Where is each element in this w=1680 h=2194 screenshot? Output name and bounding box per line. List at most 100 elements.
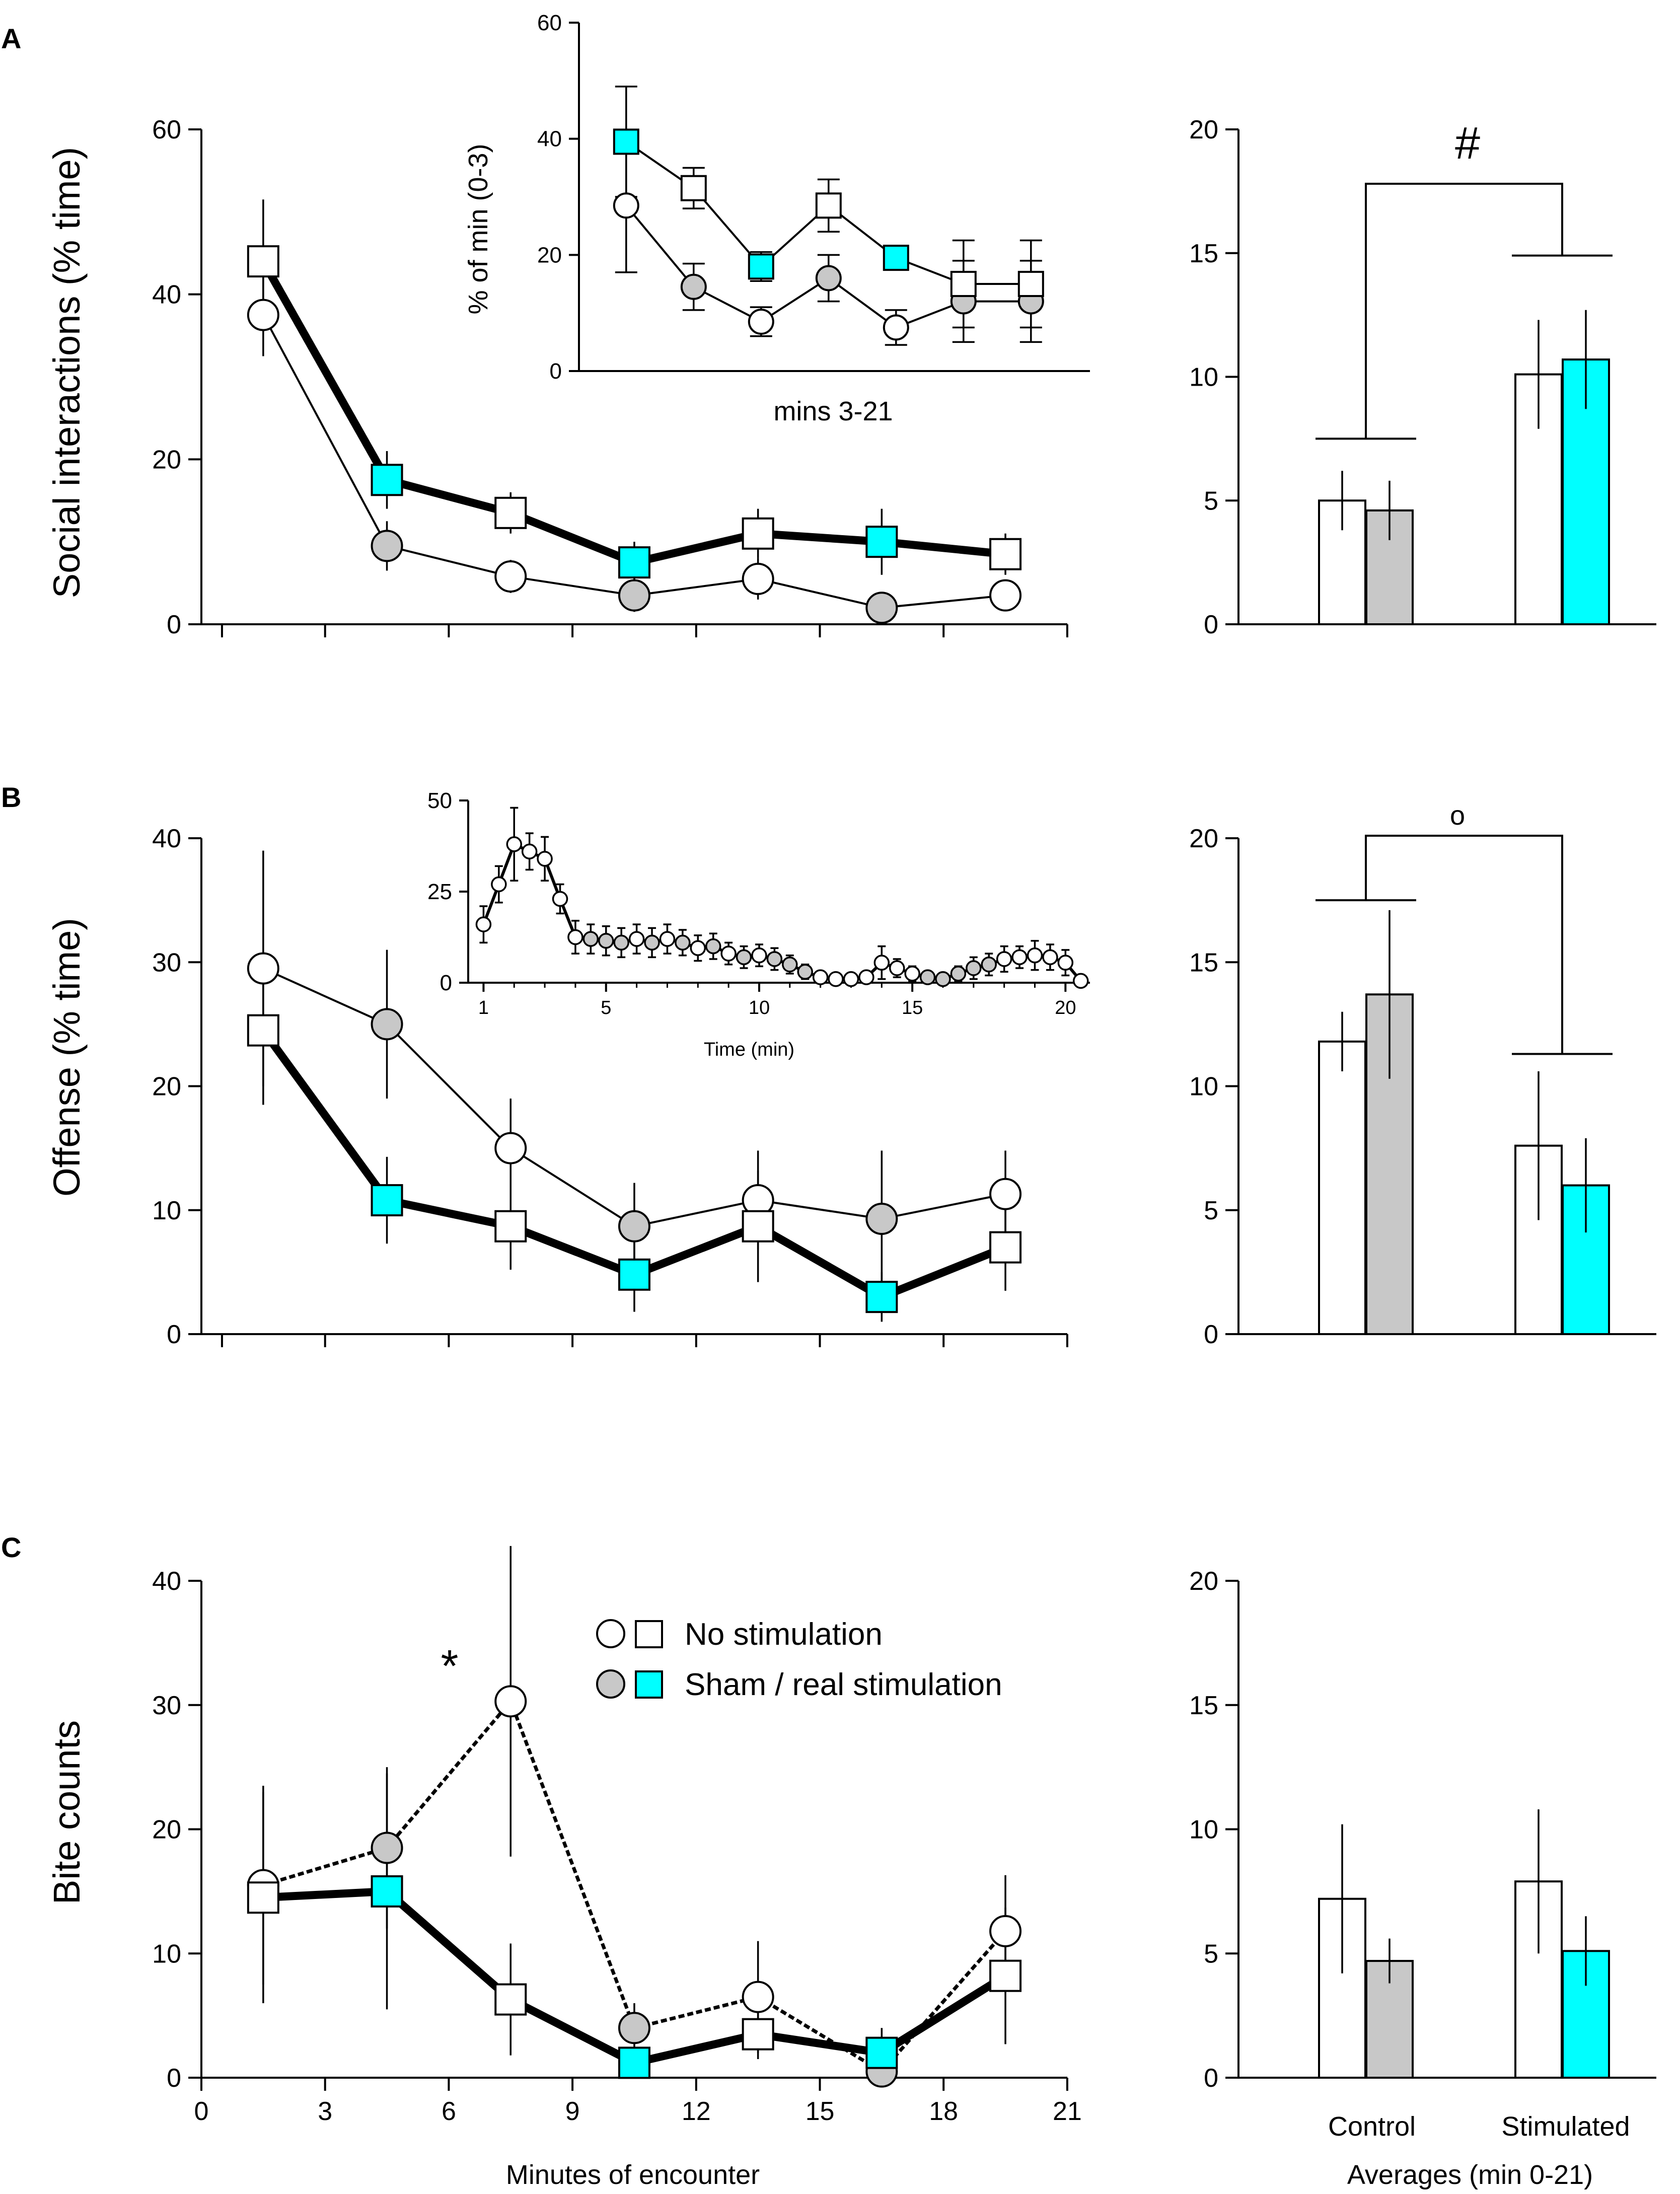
A-inset-point-square xyxy=(613,128,639,155)
B-inset-point-circle xyxy=(720,945,737,962)
A-inset-point-circle xyxy=(883,314,909,341)
C-main-point-square xyxy=(865,2036,898,2069)
B-inset-point-circle xyxy=(506,836,523,852)
C-main-x-tick-label: 21 xyxy=(1053,2097,1082,2126)
B-inset-point-circle xyxy=(873,955,890,971)
B-inset-point-circle xyxy=(690,940,706,956)
legend-label-no-stim: No stimulation xyxy=(685,1617,883,1652)
B-inset-x-tick-label: 20 xyxy=(1055,997,1076,1018)
B-inset-y-tick-label: 25 xyxy=(427,880,452,904)
B-inset-point-circle xyxy=(904,966,920,982)
B-inset-y-tick-label: 0 xyxy=(440,971,452,995)
A-bars-y-tick-label: 0 xyxy=(1204,610,1218,639)
B-inset-point-circle xyxy=(843,971,859,987)
A-inset-point-circle xyxy=(613,192,639,219)
C-bars-y-tick-label: 10 xyxy=(1189,1815,1218,1845)
C-main-point-circle xyxy=(371,1832,403,1864)
significance-hash: # xyxy=(1455,118,1480,169)
A-main-point-square xyxy=(247,245,279,278)
A-main-y-tick-label: 40 xyxy=(152,280,181,310)
B-inset-point-circle xyxy=(475,916,492,932)
A-bars-y-tick-label: 20 xyxy=(1189,115,1218,144)
A-inset-point-square xyxy=(748,253,774,280)
C-bars-y-tick-label: 15 xyxy=(1189,1691,1218,1720)
B-bars-bar xyxy=(1562,1184,1610,1335)
C-main-x-tick-label: 6 xyxy=(442,2097,456,2126)
B-main-y-tick-label: 0 xyxy=(167,1320,181,1349)
A-main-point-circle xyxy=(247,299,279,331)
B-inset-x-tick-label: 10 xyxy=(749,997,770,1018)
C-bars-y-tick-label: 5 xyxy=(1204,1939,1218,1968)
B-inset-point-circle xyxy=(736,949,752,966)
C-main-point-circle xyxy=(494,1685,527,1718)
B-inset-point-circle xyxy=(1072,973,1089,989)
A-bars-bracket xyxy=(1365,183,1563,439)
B-inset-point-circle xyxy=(919,969,936,985)
C-main-point-circle xyxy=(618,2012,650,2044)
B-main-y-tick-label: 30 xyxy=(152,948,181,977)
B-inset-point-circle xyxy=(966,960,982,976)
B-bars-y-tick-label: 15 xyxy=(1189,948,1218,977)
panel-label-a: A xyxy=(1,23,21,54)
panel-label-b: B xyxy=(1,781,21,813)
B-inset-point-circle xyxy=(659,931,676,947)
A-main-point-square xyxy=(865,526,898,558)
A-main-square-series-line xyxy=(259,259,1006,567)
B-inset-point-circle xyxy=(1042,949,1058,966)
B-main-point-circle xyxy=(494,1132,527,1164)
A-inset-y-tick-label: 20 xyxy=(537,243,562,267)
C-main-x-tick-label: 18 xyxy=(929,2097,958,2126)
B-inset-point-circle xyxy=(644,934,660,951)
C-main-x-tick-label: 0 xyxy=(194,2097,209,2126)
A-main-y-tick-label: 20 xyxy=(152,445,181,474)
B-main-point-circle xyxy=(371,1008,403,1041)
panel-label-c: C xyxy=(1,1531,21,1563)
B-bars-bar xyxy=(1318,1040,1366,1336)
A-main-point-square xyxy=(989,538,1022,570)
B-inset-point-circle xyxy=(996,951,1012,967)
B-main-point-square xyxy=(371,1184,403,1217)
A-bars-y-tick-label: 10 xyxy=(1189,363,1218,392)
B-inset-x-tick-label: 5 xyxy=(601,997,611,1018)
A-main-point-circle xyxy=(618,579,650,612)
bar-xlabel-averages: Averages (min 0-21) xyxy=(1347,2160,1593,2190)
B-inset-y-tick-label: 50 xyxy=(427,788,452,813)
legend-label-sham-real: Sham / real stimulation xyxy=(685,1667,1002,1702)
A-bars-y-tick-label: 5 xyxy=(1204,486,1218,516)
B-inset-point-circle xyxy=(782,957,798,973)
A-main-point-circle xyxy=(494,560,527,593)
B-inset-point-circle xyxy=(950,966,967,982)
B-inset-point-circle xyxy=(628,931,645,947)
B-inset-point-circle xyxy=(613,934,629,951)
A-main-point-circle xyxy=(371,530,403,562)
legend-square-open xyxy=(635,1620,663,1648)
B-inset-point-circle xyxy=(552,891,568,907)
B-main-y-tick-label: 10 xyxy=(152,1196,181,1225)
A-inset-point-circle xyxy=(815,265,842,291)
y-title-offense: Offense (% time) xyxy=(46,918,88,1197)
A-inset-y-tick-label: 0 xyxy=(550,359,562,384)
C-bars-y-tick-label: 20 xyxy=(1189,1567,1218,1596)
C-main-y-tick-label: 40 xyxy=(152,1567,181,1596)
B-inset-point-circle xyxy=(858,969,874,985)
B-main-point-circle xyxy=(865,1202,898,1235)
C-main-point-square xyxy=(247,1881,279,1914)
A-main-point-square xyxy=(494,496,527,529)
A-inset-point-square xyxy=(815,192,842,219)
B-main-point-square xyxy=(865,1281,898,1313)
legend: No stimulation Sham / real stimulation xyxy=(596,1617,1002,1702)
B-inset-point-circle xyxy=(491,876,507,893)
B-inset-point-circle xyxy=(797,964,813,980)
inset-a-xlabel: mins 3-21 xyxy=(773,396,893,426)
C-main-x-tick-label: 3 xyxy=(318,2097,332,2126)
legend-circle-open xyxy=(596,1619,625,1648)
B-inset-point-circle xyxy=(889,960,905,976)
C-main-point-square xyxy=(742,2018,774,2051)
C-main-point-square xyxy=(371,1875,403,1908)
B-bars-y-tick-label: 10 xyxy=(1189,1072,1218,1102)
inset-a-ylabel: % of min (0-3) xyxy=(463,143,493,314)
B-inset-point-circle xyxy=(751,947,767,964)
A-bars-y-tick-label: 15 xyxy=(1189,239,1218,268)
